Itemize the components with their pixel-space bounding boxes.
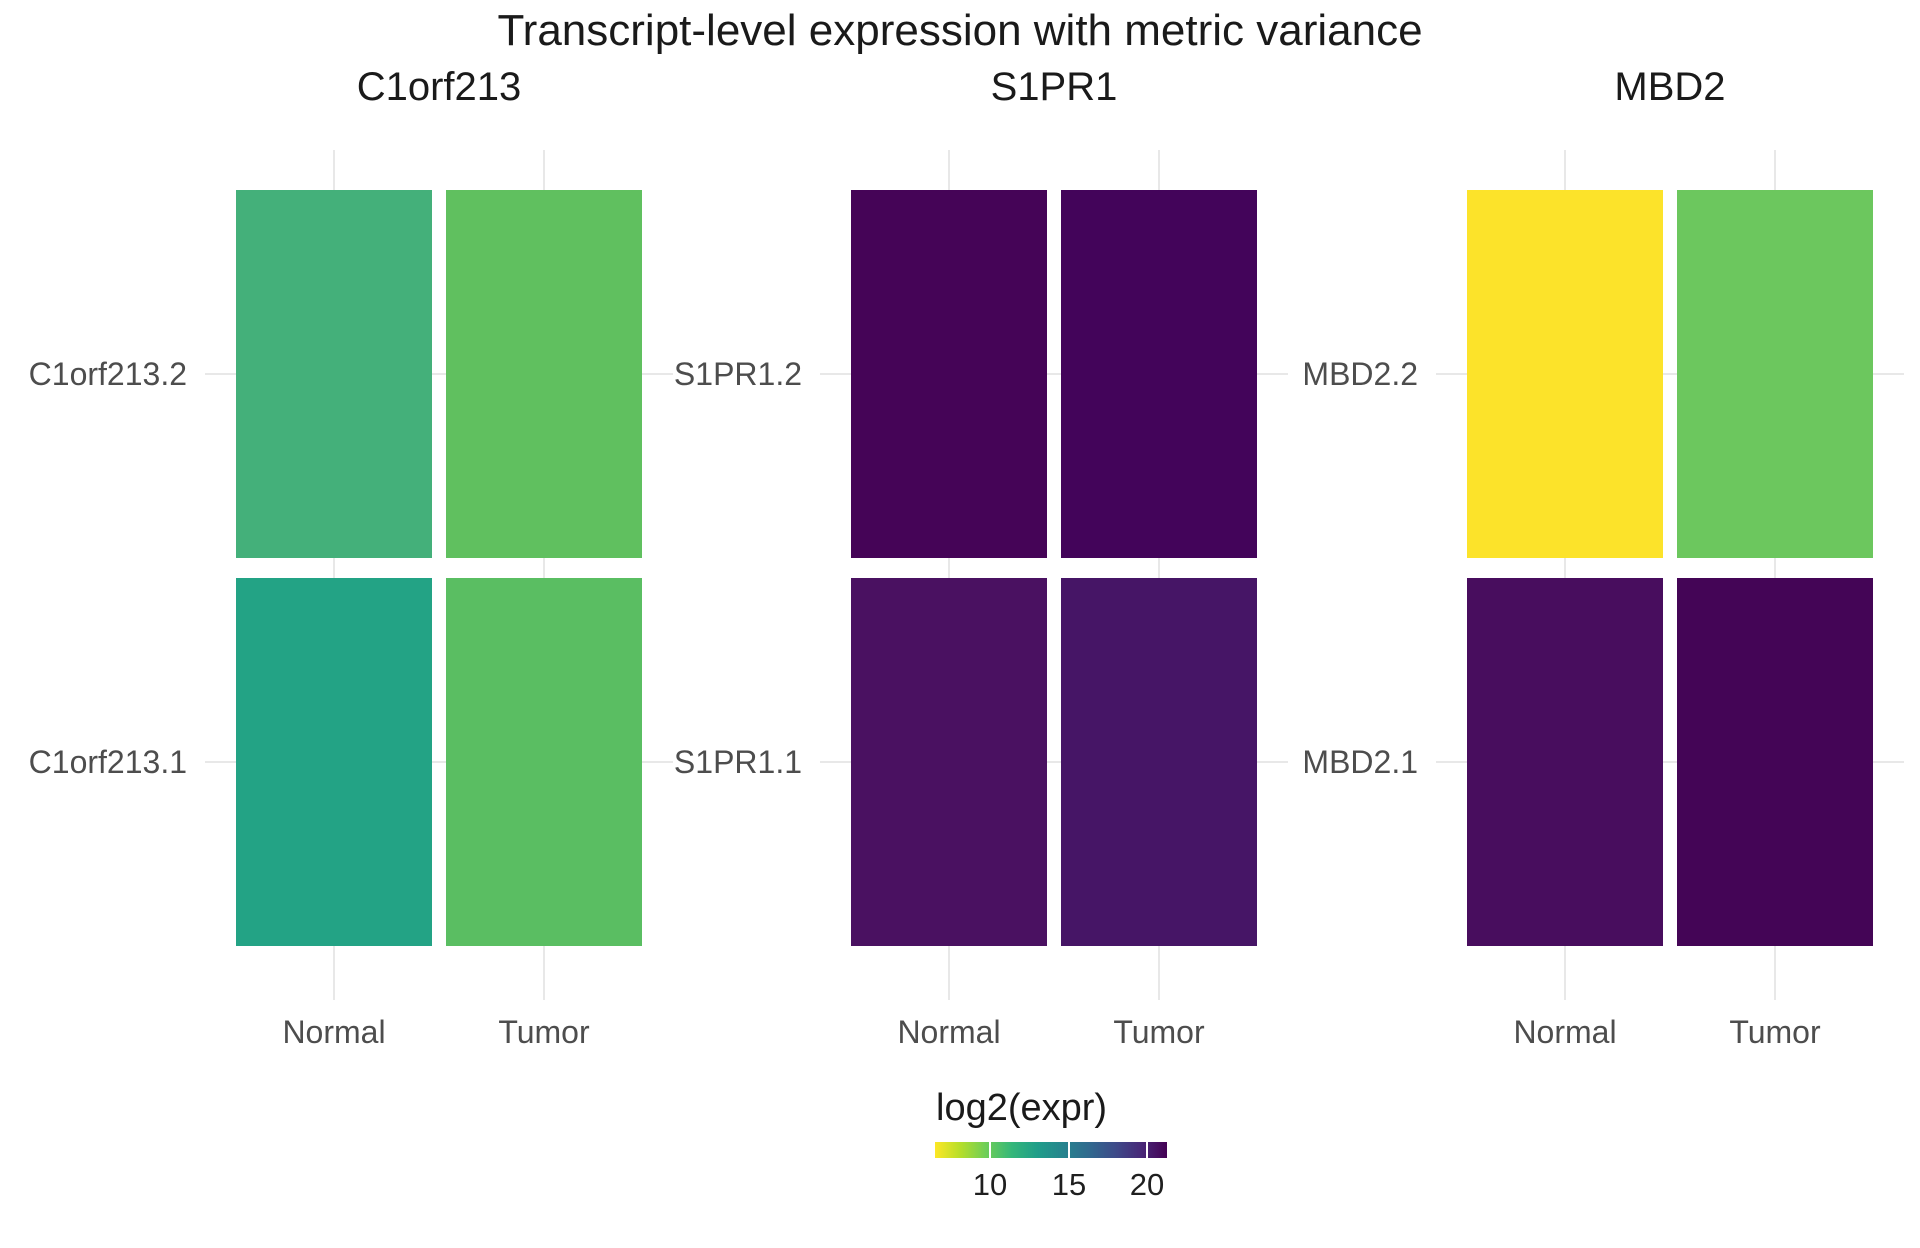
y-axis-label: S1PR1.1 xyxy=(673,744,802,780)
heatmap-cell xyxy=(1677,190,1873,558)
grid-line xyxy=(1436,373,1904,375)
heatmap-cell xyxy=(236,190,432,558)
x-axis-label: Tumor xyxy=(1113,1014,1205,1050)
heatmap-cell xyxy=(1061,578,1257,946)
grid-line xyxy=(948,150,950,1000)
legend-tick-label: 15 xyxy=(1051,1167,1087,1202)
facet-strip-c1orf213: C1orf213 xyxy=(356,65,522,109)
grid-line xyxy=(205,373,673,375)
heatmap-cell xyxy=(236,578,432,946)
y-axis-label: S1PR1.2 xyxy=(673,356,802,392)
heatmap-cell xyxy=(851,578,1047,946)
heatmap-cell xyxy=(1061,190,1257,558)
x-axis-label: Normal xyxy=(282,1014,386,1050)
y-axis-label: MBD2.2 xyxy=(1302,356,1418,392)
heatmap-cell xyxy=(1467,190,1663,558)
legend: log2(expr) 10 15 20 xyxy=(935,1086,1195,1216)
grid-line xyxy=(1774,150,1776,1000)
x-axis-label: Normal xyxy=(1513,1014,1617,1050)
heatmap-cell xyxy=(1677,578,1873,946)
heatmap-cell xyxy=(446,578,642,946)
facet-panel-c1orf213 xyxy=(205,150,673,1000)
legend-tick-label: 10 xyxy=(972,1167,1008,1202)
heatmap-cell xyxy=(1467,578,1663,946)
facet-strip-mbd2: MBD2 xyxy=(1614,65,1726,109)
y-axis-label: C1orf213.1 xyxy=(28,744,187,780)
x-axis-label: Tumor xyxy=(498,1014,590,1050)
facet-panel-mbd2 xyxy=(1436,150,1904,1000)
grid-line xyxy=(543,150,545,1000)
x-axis-label: Tumor xyxy=(1729,1014,1821,1050)
grid-line xyxy=(1158,150,1160,1000)
grid-line xyxy=(820,373,1288,375)
grid-line xyxy=(205,761,673,763)
legend-title: log2(expr) xyxy=(936,1087,1108,1129)
grid-line xyxy=(1564,150,1566,1000)
legend-tick-label: 20 xyxy=(1129,1167,1165,1202)
heatmap-cell xyxy=(446,190,642,558)
grid-line xyxy=(333,150,335,1000)
facet-strip-s1pr1: S1PR1 xyxy=(990,65,1118,109)
legend-colorbar-tick xyxy=(1146,1142,1148,1158)
heatmap-cell xyxy=(851,190,1047,558)
facet-panel-s1pr1 xyxy=(820,150,1288,1000)
grid-line xyxy=(1436,761,1904,763)
grid-line xyxy=(820,761,1288,763)
legend-colorbar xyxy=(935,1142,1167,1158)
y-axis-label: C1orf213.2 xyxy=(28,356,187,392)
legend-colorbar-tick xyxy=(989,1142,991,1158)
y-axis-label: MBD2.1 xyxy=(1302,744,1418,780)
x-axis-label: Normal xyxy=(897,1014,1001,1050)
plot-title: Transcript-level expression with metric … xyxy=(497,6,1423,55)
legend-colorbar-tick xyxy=(1068,1142,1070,1158)
